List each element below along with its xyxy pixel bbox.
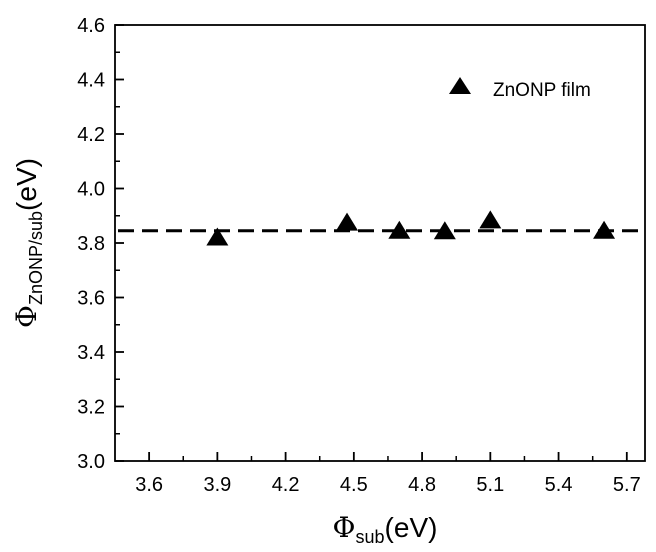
x-tick-label: 3.9: [203, 474, 231, 496]
y-tick-label: 4.2: [77, 124, 105, 146]
x-tick-label: 4.2: [272, 474, 300, 496]
y-tick-label: 3.2: [77, 397, 105, 419]
data-point-triangle: [206, 227, 229, 246]
x-tick-label: 5.1: [476, 474, 504, 496]
x-axis-title: Φsub(eV): [333, 511, 438, 547]
y-tick-label: 3.8: [77, 233, 105, 255]
y-tick-label: 3.6: [77, 288, 105, 310]
y-tick-label: 3.0: [77, 451, 105, 473]
data-point-triangle: [593, 220, 616, 239]
x-tick-label: 5.7: [613, 474, 641, 496]
x-tick-label: 5.4: [545, 474, 573, 496]
legend: ZnONP film: [449, 77, 591, 101]
legend-triangle-marker: [449, 77, 471, 94]
data-point-triangle: [336, 212, 359, 231]
y-axis-title: ΦZnONP/sub(eV): [10, 158, 46, 328]
x-tick-label: 4.8: [408, 474, 436, 496]
data-points: [206, 210, 616, 246]
y-tick-label: 4.4: [77, 70, 105, 92]
y-tick-label: 4.6: [77, 15, 105, 37]
y-tick-label: 3.4: [77, 342, 105, 364]
data-point-triangle: [479, 210, 502, 229]
data-point-triangle: [433, 221, 456, 240]
axis-ticks: [115, 24, 628, 462]
x-tick-label: 3.6: [135, 474, 163, 496]
x-tick-label: 4.5: [340, 474, 368, 496]
y-tick-label: 4.0: [77, 179, 105, 201]
legend-label: ZnONP film: [493, 80, 591, 101]
data-point-triangle: [388, 220, 411, 239]
tick-labels: 3.6 3.9 4.2 4.5 4.8 5.1 5.4 5.7 3.0 3.2 3.4 3.6 3.8 4…: [77, 15, 641, 496]
